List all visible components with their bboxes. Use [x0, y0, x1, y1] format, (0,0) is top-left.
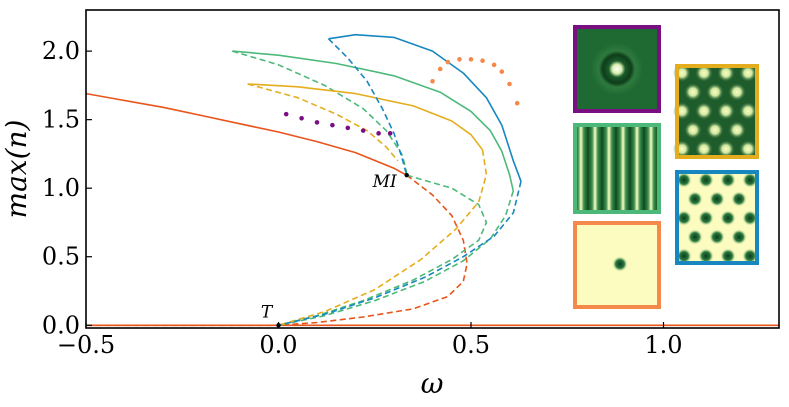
- spot: [695, 102, 713, 120]
- y-axis-ticks: 0.0 0.5 1.0 1.5 2.0: [42, 37, 92, 339]
- x-tick-label-3: 1.0: [644, 331, 682, 359]
- blue-inset: [675, 170, 759, 265]
- hole: [720, 248, 736, 264]
- series-15-point-8: [507, 81, 512, 87]
- series-9-yellow-dashed: [247, 83, 399, 162]
- orange-inset: [573, 221, 661, 309]
- x-tick-label-2: 0.5: [452, 331, 490, 359]
- spot: [717, 64, 735, 82]
- spot: [728, 83, 746, 101]
- spot: [717, 102, 735, 120]
- series-13-blue-dashed: [327, 38, 408, 176]
- hole: [742, 172, 758, 188]
- spot: [739, 102, 757, 120]
- series-14-point-5: [360, 128, 366, 133]
- hole: [698, 172, 714, 188]
- series-7-green-dashed: [278, 174, 488, 327]
- hole: [676, 210, 692, 226]
- spot: [695, 140, 713, 158]
- series-6-green-dashed: [232, 50, 408, 176]
- x-tick-label-1: 0.0: [259, 331, 297, 359]
- markers-layer: [276, 172, 409, 328]
- y-axis-title: max(n): [0, 120, 33, 219]
- spot: [684, 83, 702, 101]
- series-14-point-1: [299, 115, 304, 121]
- spot: [717, 140, 735, 158]
- series-15-point-4: [468, 57, 474, 62]
- plot-frame: [85, 9, 780, 329]
- hole: [742, 210, 758, 226]
- hole: [687, 229, 703, 245]
- annotations: MI T: [261, 172, 397, 322]
- series-3-orange-dashed: [278, 174, 468, 327]
- y-tick-label-3: 1.5: [42, 106, 80, 134]
- series-5-green-dashed: [278, 190, 515, 327]
- series-14-point-4: [345, 125, 351, 131]
- x-tick-label-0: −0.5: [57, 331, 115, 359]
- y-tick-label-2: 1.0: [42, 174, 80, 202]
- spot: [728, 121, 746, 139]
- yellow-inset: [673, 64, 759, 159]
- y-tick-label-0: 0.0: [42, 311, 80, 339]
- series-15-point-0: [430, 78, 435, 84]
- series-4-green-solid: [232, 50, 515, 192]
- series-10-yellow-dashed: [278, 149, 488, 327]
- series-15-point-5: [480, 58, 485, 64]
- annotation-label-0: MI: [372, 172, 397, 192]
- series-14-point-3: [330, 122, 335, 128]
- hole: [676, 172, 692, 188]
- series-15-point-9: [514, 100, 520, 106]
- hole: [731, 229, 747, 245]
- annotation-marker-0: [404, 172, 409, 178]
- purple-inset: [573, 25, 661, 113]
- spot: [695, 64, 713, 82]
- hole: [698, 248, 714, 264]
- hole: [709, 191, 725, 207]
- series-14-point-2: [314, 120, 320, 125]
- y-tick-label-4: 2.0: [42, 37, 80, 65]
- series-2-orange-solid: [86, 92, 408, 176]
- annotation-label-1: T: [261, 302, 274, 322]
- hole: [731, 191, 747, 207]
- hole: [720, 172, 736, 188]
- green-inset: [573, 123, 661, 214]
- series-8-yellow-solid: [247, 83, 484, 151]
- x-axis-ticks: −0.5 0.0 0.5 1.0: [57, 322, 683, 359]
- spot: [739, 64, 757, 82]
- series-14-point-6: [376, 131, 381, 136]
- series-15-point-2: [445, 59, 451, 65]
- hole: [698, 210, 714, 226]
- y-tick-label-1: 0.5: [42, 243, 80, 271]
- hole: [720, 210, 736, 226]
- spot: [684, 121, 702, 139]
- series-12-blue-dashed: [278, 181, 522, 327]
- spot: [706, 121, 724, 139]
- hole: [687, 191, 703, 207]
- hole: [742, 248, 758, 264]
- spot: [739, 140, 757, 158]
- hole: [676, 248, 692, 264]
- series-14-point-0: [283, 111, 289, 117]
- series-14-point-7: [387, 131, 393, 136]
- series-11-blue-solid: [328, 33, 522, 182]
- x-axis-title: ω: [421, 367, 444, 400]
- series-15-point-7: [499, 69, 505, 74]
- series-15-point-6: [491, 62, 497, 68]
- series-15-point-1: [437, 66, 443, 72]
- series-15-point-3: [457, 57, 462, 62]
- hole: [709, 229, 725, 245]
- spot: [706, 83, 724, 101]
- pattern-insets: [573, 25, 759, 309]
